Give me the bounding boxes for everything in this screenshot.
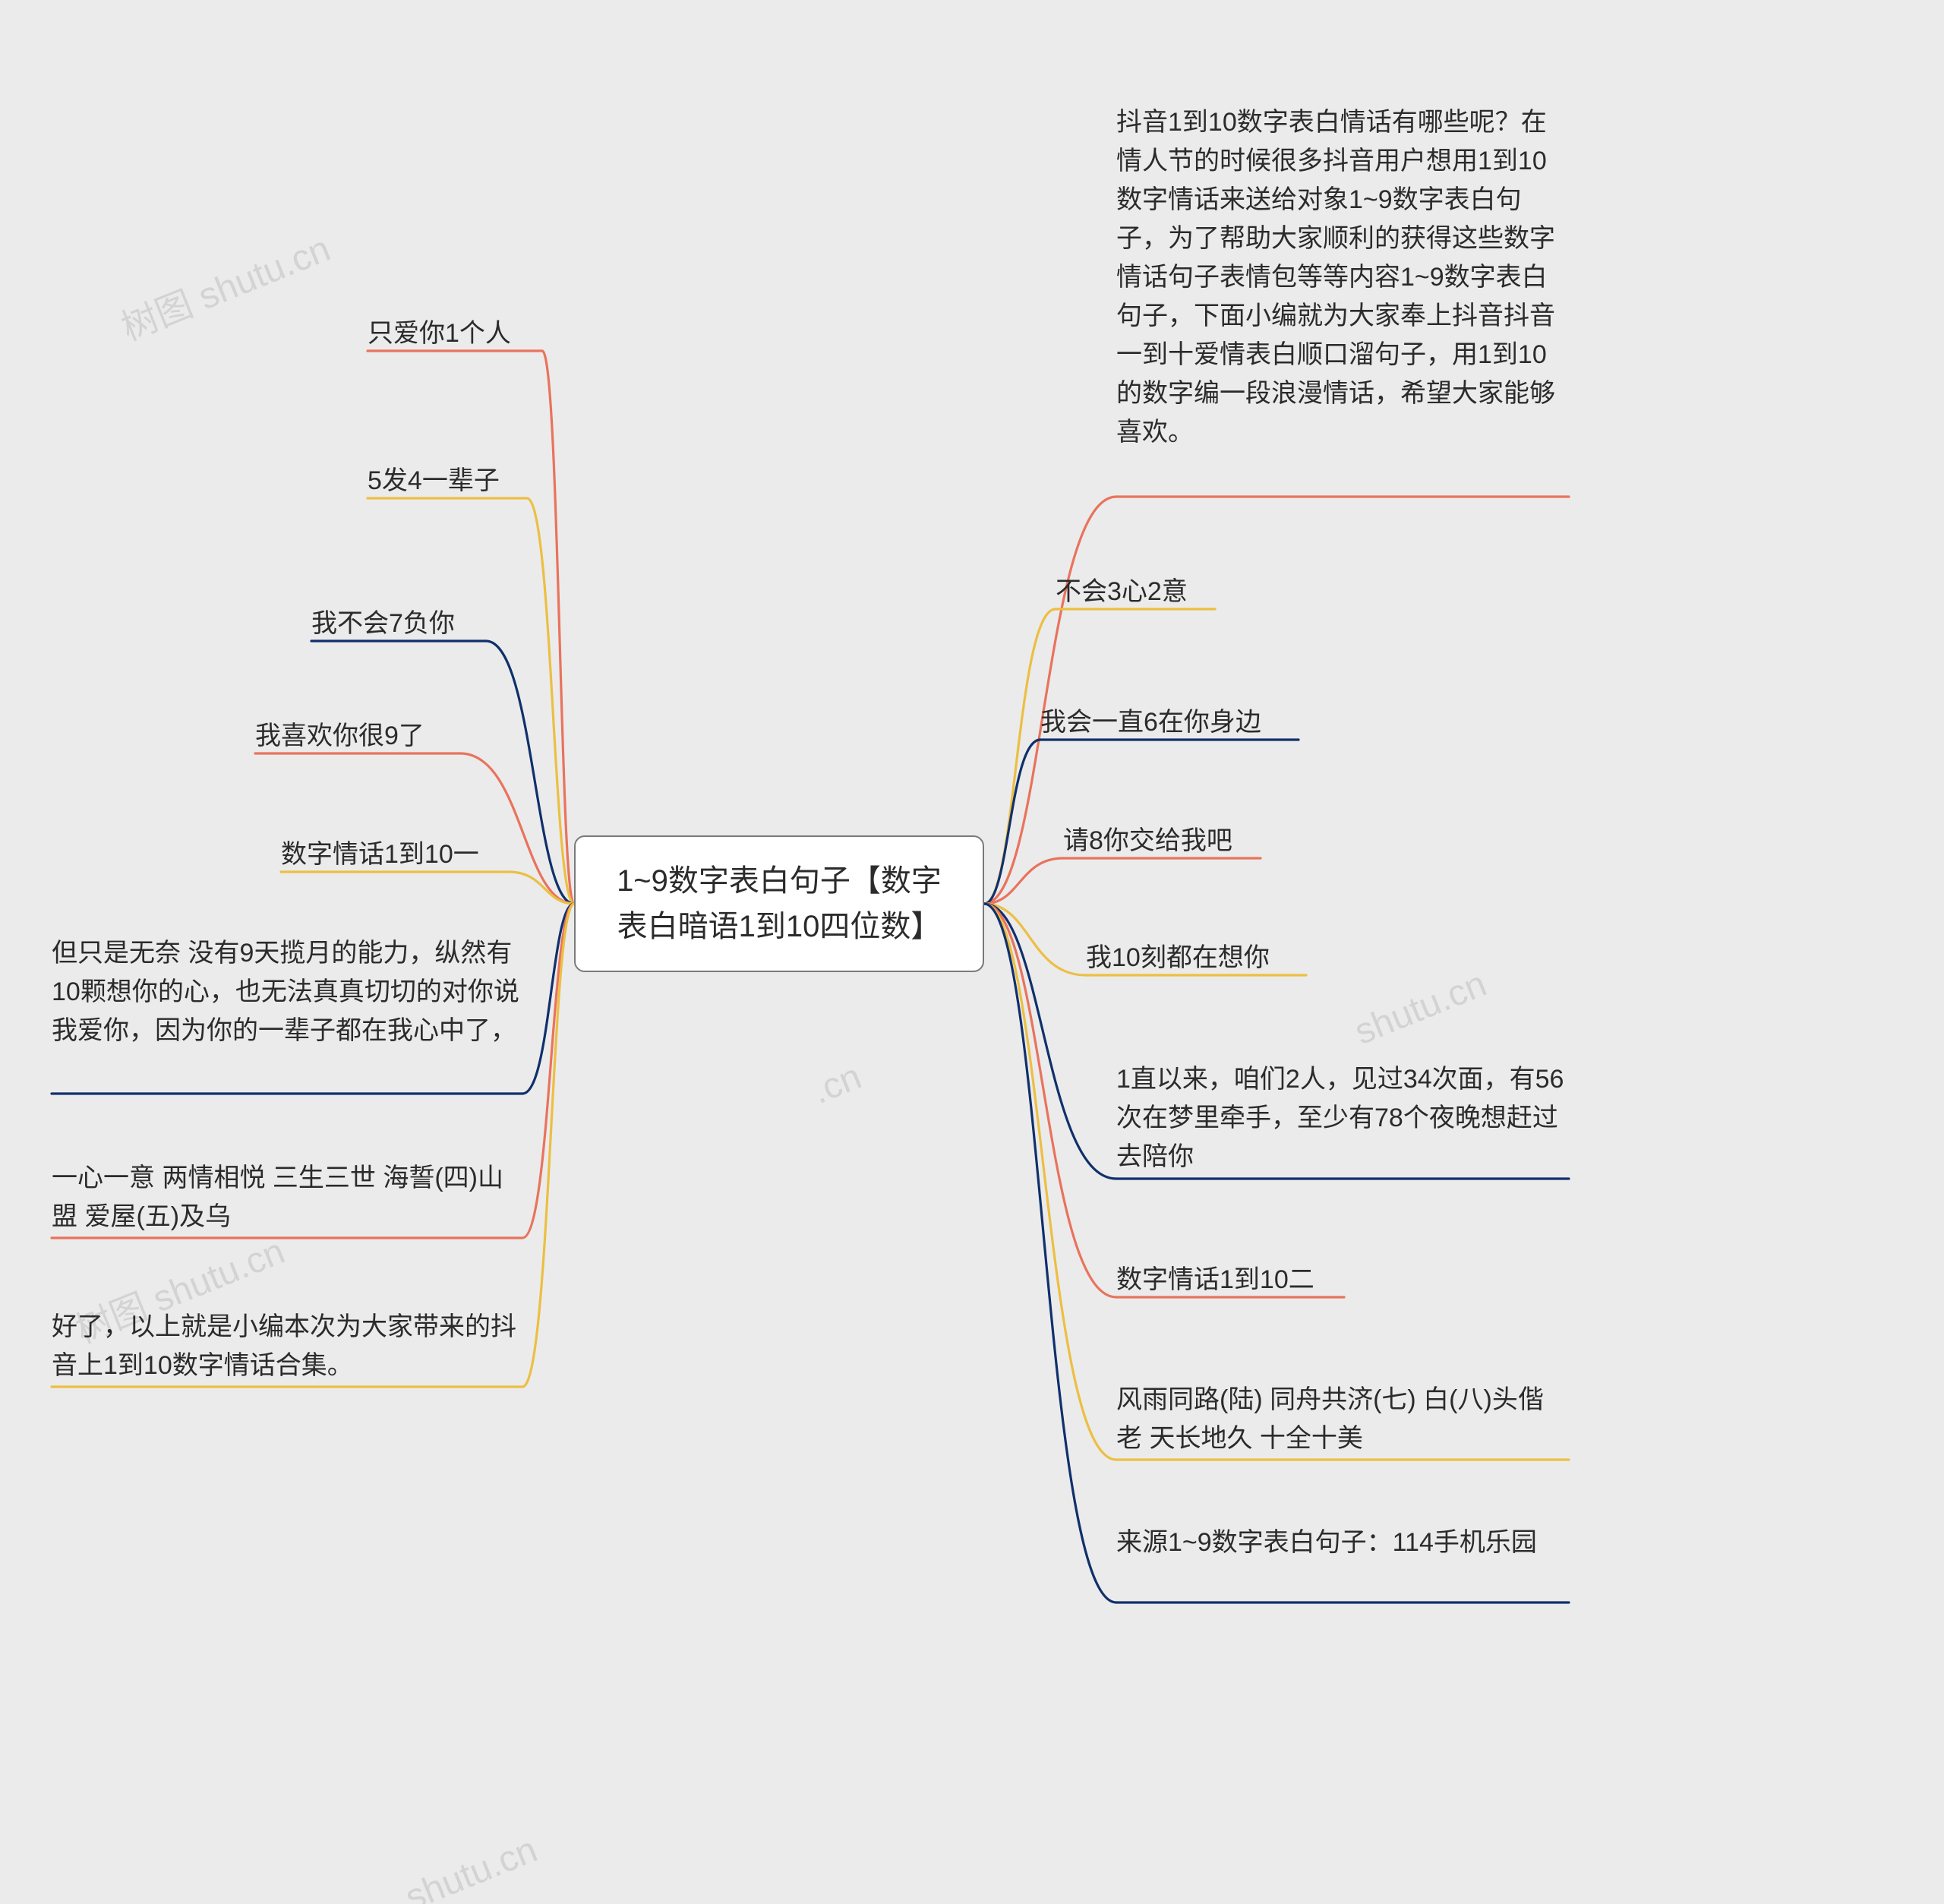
right-node-R3: 我会一直6在你身边 [1040,703,1299,745]
left-node-text-L2: 5发4一辈子 [368,466,500,495]
left-node-text-L6: 但只是无奈 没有9天揽月的能力，纵然有10颗想你的心，也无法真真切切的对你说我爱… [52,939,519,1045]
left-node-text-L3: 我不会7负你 [311,609,455,638]
right-node-text-R3: 我会一直6在你身边 [1040,708,1261,737]
right-node-R6: 1直以来，咱们2人，见过34次面，有56次在梦里牵手，至少有78个夜晚想赶过去陪… [1116,1060,1569,1179]
right-node-text-R1: 抖音1到10数字表白情话有哪些呢？在情人节的时候很多抖音用户想用1到10数字情话… [1116,108,1555,447]
right-node-text-R6: 1直以来，咱们2人，见过34次面，有56次在梦里牵手，至少有78个夜晚想赶过去陪… [1116,1065,1564,1171]
right-node-R4: 请8你交给我吧 [1063,822,1261,864]
left-node-L6: 但只是无奈 没有9天揽月的能力，纵然有10颗想你的心，也无法真真切切的对你说我爱… [52,934,522,1053]
left-node-L2: 5发4一辈子 [368,462,527,504]
center-line2: 表白暗语1到10四位数】 [617,910,942,943]
right-node-R1: 抖音1到10数字表白情话有哪些呢？在情人节的时候很多抖音用户想用1到10数字情话… [1116,103,1569,455]
right-node-R8: 风雨同路(陆) 同舟共济(七) 白(八)头偕老 天长地久 十全十美 [1116,1381,1569,1461]
right-node-text-R7: 数字情话1到10二 [1116,1265,1314,1294]
right-node-text-R4: 请8你交给我吧 [1063,826,1232,855]
center-node: 1~9数字表白句子【数字 表白暗语1到10四位数】 [574,835,984,972]
watermark-0: 树图 shutu.cn [112,219,336,351]
left-node-L8: 好了，以上就是小编本次为大家带来的抖音上1到10数字情话合集。 [52,1308,522,1388]
left-node-text-L7: 一心一意 两情相悦 三生三世 海誓(四)山盟 爱屋(五)及乌 [52,1164,503,1231]
right-node-text-R5: 我10刻都在想你 [1086,943,1270,972]
left-node-L5: 数字情话1到10一 [281,835,509,877]
right-node-R9: 来源1~9数字表白句子：114手机乐园 [1116,1524,1569,1565]
watermark-1: shutu.cn [1349,963,1492,1053]
left-node-text-L1: 只爱你1个人 [368,319,511,348]
watermark-4: .cn [806,1056,867,1113]
right-node-text-R9: 来源1~9数字表白句子：114手机乐园 [1116,1528,1537,1557]
left-node-L7: 一心一意 两情相悦 三生三世 海誓(四)山盟 爱屋(五)及乌 [52,1159,522,1239]
watermark-3: shutu.cn [399,1829,543,1904]
left-node-L3: 我不会7负你 [311,605,486,646]
center-line1: 1~9数字表白句子【数字 [617,864,942,898]
left-node-L1: 只爱你1个人 [368,314,542,356]
left-node-text-L4: 我喜欢你很9了 [255,721,424,750]
left-node-text-L8: 好了，以上就是小编本次为大家带来的抖音上1到10数字情话合集。 [52,1312,516,1380]
right-node-text-R8: 风雨同路(陆) 同舟共济(七) 白(八)头偕老 天长地久 十全十美 [1116,1385,1544,1453]
right-node-R7: 数字情话1到10二 [1116,1261,1344,1302]
right-node-R2: 不会3心2意 [1056,573,1215,614]
right-node-R5: 我10刻都在想你 [1086,939,1306,980]
right-node-text-R2: 不会3心2意 [1056,577,1188,606]
left-node-text-L5: 数字情话1到10一 [281,840,479,869]
left-node-L4: 我喜欢你很9了 [255,717,460,759]
